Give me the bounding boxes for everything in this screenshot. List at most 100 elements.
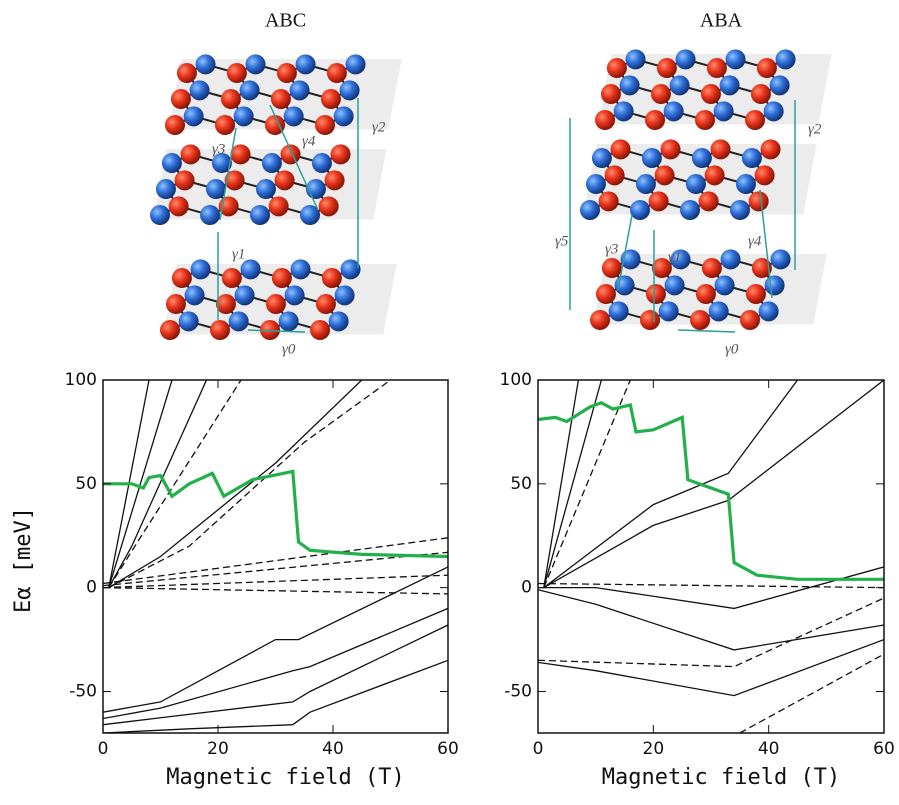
x-tick-label: 40 xyxy=(322,739,344,759)
atom xyxy=(328,311,349,332)
y-tick-label: 50 xyxy=(510,474,532,494)
y-tick-label: -50 xyxy=(504,681,532,701)
atom xyxy=(741,148,762,169)
atom xyxy=(714,275,735,296)
coupling-label: γ3 xyxy=(605,241,618,257)
landau-level-line xyxy=(543,380,799,589)
atom xyxy=(340,259,361,280)
atom xyxy=(601,258,622,279)
coupling-label: γ0 xyxy=(725,341,739,357)
atom xyxy=(598,191,619,212)
atom xyxy=(764,275,785,296)
atom xyxy=(725,49,746,70)
landau-level-line xyxy=(543,380,631,588)
x-tick-label: 60 xyxy=(873,739,895,759)
atom xyxy=(271,268,292,289)
landau-level-line xyxy=(543,380,884,589)
atom xyxy=(645,284,666,305)
atom xyxy=(161,153,182,174)
landau-level-line xyxy=(543,380,603,588)
plot-lines xyxy=(538,380,884,733)
atom xyxy=(745,110,765,130)
atom xyxy=(300,205,320,225)
atom xyxy=(758,301,779,322)
graphene-layer xyxy=(595,49,832,130)
coupling-label: γ4 xyxy=(748,233,762,249)
atom xyxy=(763,101,784,122)
atom xyxy=(706,58,727,79)
atom xyxy=(215,294,236,315)
landau-level-line xyxy=(108,380,173,588)
atom xyxy=(695,284,716,305)
atom xyxy=(200,205,220,225)
atom xyxy=(184,285,205,306)
landau-level-line xyxy=(108,380,391,589)
atom xyxy=(240,259,261,280)
landau-level-line xyxy=(103,624,448,726)
x-tick-label: 20 xyxy=(207,739,229,759)
x-tick-label: 60 xyxy=(437,739,459,759)
atom xyxy=(700,84,721,105)
atom xyxy=(265,294,286,315)
atom xyxy=(756,58,777,79)
plot-frame xyxy=(102,379,449,734)
plot-frame xyxy=(537,379,885,734)
atom xyxy=(645,110,665,130)
fermi-level-line xyxy=(538,401,884,581)
atom xyxy=(754,165,775,186)
atom xyxy=(775,49,796,70)
atom xyxy=(719,75,740,96)
atom xyxy=(595,110,615,130)
coupling-arrow xyxy=(617,214,633,291)
atom xyxy=(234,285,255,306)
atom xyxy=(704,165,725,186)
atom xyxy=(290,259,311,280)
landau-level-line xyxy=(108,380,242,588)
landau-level-line xyxy=(108,380,208,588)
atom xyxy=(770,249,791,270)
atom xyxy=(150,205,170,225)
atom xyxy=(270,89,291,110)
landau-level-line xyxy=(103,574,448,589)
landau-level-line xyxy=(538,638,884,697)
atom xyxy=(590,310,610,330)
atom xyxy=(614,275,635,296)
coupling-label: γ1 xyxy=(668,249,681,265)
landau-level-line xyxy=(538,597,884,668)
atom xyxy=(221,268,242,289)
atom xyxy=(748,191,769,212)
y-tick-label: 100 xyxy=(500,370,532,390)
atom xyxy=(195,54,216,75)
x-axis-label: Magnetic field (T) xyxy=(602,765,840,790)
landau-level-line xyxy=(538,566,884,610)
atom xyxy=(289,80,310,101)
coupling-label: γ5 xyxy=(555,233,569,249)
atom xyxy=(720,249,741,270)
atom xyxy=(663,101,684,122)
landau-level-line xyxy=(103,566,448,713)
atom xyxy=(210,320,230,340)
landau-level-line xyxy=(103,537,448,585)
atom xyxy=(656,58,677,79)
atom xyxy=(745,284,766,305)
plot-lines xyxy=(103,380,448,733)
graphene-layer xyxy=(580,139,817,220)
atom xyxy=(239,80,260,101)
y-tick-label: -50 xyxy=(69,681,97,701)
atom xyxy=(226,63,247,84)
landau-level-line xyxy=(543,380,580,588)
landau-level-line xyxy=(538,589,884,651)
atom xyxy=(160,320,180,340)
graphene-layer xyxy=(165,54,402,135)
atom xyxy=(211,153,232,174)
y-axis-label: Eα [meV] xyxy=(11,507,36,613)
atom xyxy=(604,165,625,186)
atom xyxy=(664,275,685,296)
atom xyxy=(284,285,305,306)
atom xyxy=(698,191,719,212)
atom xyxy=(326,63,347,84)
atom xyxy=(333,106,354,127)
atom xyxy=(730,200,750,220)
atom xyxy=(295,54,316,75)
atom xyxy=(276,63,297,84)
